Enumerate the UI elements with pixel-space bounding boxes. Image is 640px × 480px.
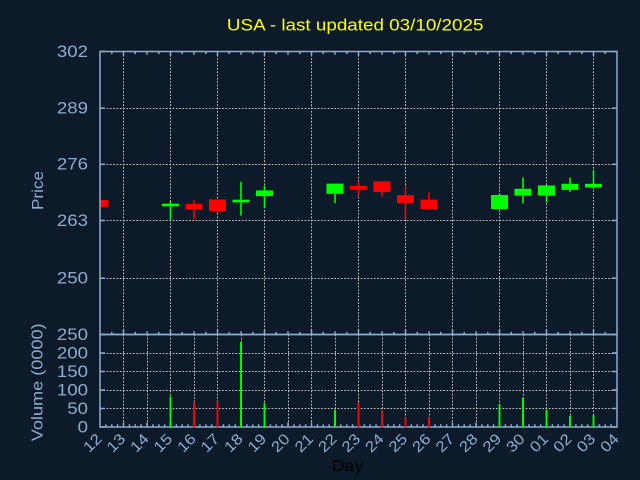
svg-text:0: 0 [78,418,88,436]
svg-text:289: 289 [57,100,88,118]
svg-text:USA - last updated 03/10/2025: USA - last updated 03/10/2025 [227,17,484,35]
svg-text:263: 263 [57,212,88,230]
svg-text:276: 276 [57,156,88,174]
svg-text:250: 250 [57,270,88,288]
svg-text:50: 50 [67,400,88,418]
svg-text:200: 200 [57,344,88,362]
svg-text:250: 250 [57,326,88,344]
svg-text:150: 150 [57,363,88,381]
svg-text:Price: Price [30,171,47,210]
svg-text:302: 302 [57,43,88,61]
svg-text:100: 100 [57,381,88,399]
svg-text:Volume (0000): Volume (0000) [30,323,47,441]
svg-text:Day: Day [332,458,364,475]
